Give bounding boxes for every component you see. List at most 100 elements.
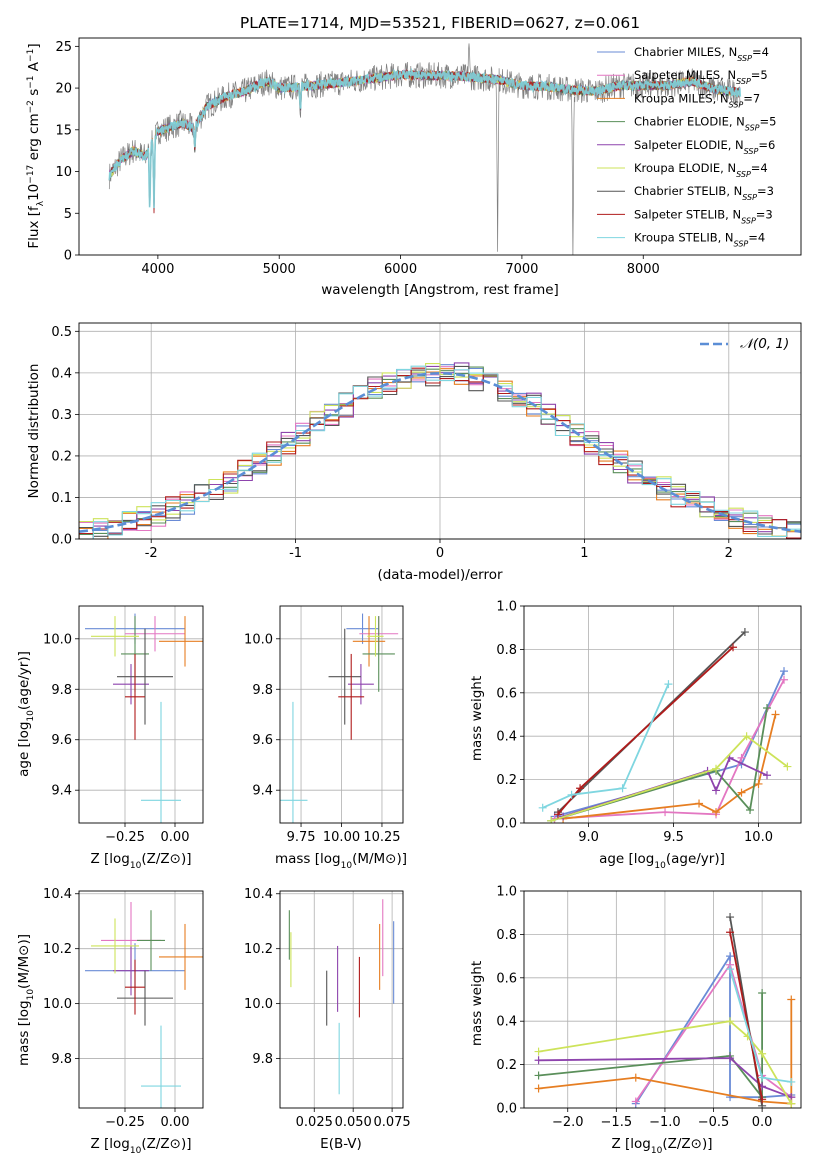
errorbar-point-chabrier-stelib <box>117 970 173 1026</box>
x-axis-label: age [log10(age/yr)] <box>599 851 725 871</box>
axes-frame <box>78 605 204 824</box>
y-tick-label: 10.0 <box>244 632 273 647</box>
y-axis-label: Normed distribution <box>26 364 42 499</box>
y-tick-label: 0.4 <box>496 1015 517 1030</box>
plot-area <box>108 43 742 255</box>
spectrum-legend: Chabrier MILES, NSSP=4 Salpeter MILES, NS… <box>597 45 776 248</box>
y-tick-label: 10.2 <box>244 942 273 957</box>
x-axis-label: Z [log10(Z/Z⊙)] <box>611 1136 712 1156</box>
weight-series-salpeter-stelib <box>553 643 738 819</box>
x-tick-label: 0.025 <box>296 1115 333 1130</box>
axes-frame <box>78 37 802 256</box>
plus-marker <box>547 816 556 823</box>
plus-marker <box>726 913 735 922</box>
plus-marker <box>763 703 772 712</box>
mass-weight-vs-age-panel: 9.0 9.5 10.0 0.0 0.2 0.4 0.6 0.8 1.0 mass weight a… <box>469 600 802 871</box>
x-tick-label: −1.0 <box>649 1115 681 1130</box>
y-tick-label: 9.8 <box>51 683 72 698</box>
axes-frame <box>523 605 802 824</box>
y-tick-label: 10.0 <box>43 632 72 647</box>
x-tick-label: 9.0 <box>578 830 599 845</box>
legend-entry: Kroupa MILES, NSSP=7 <box>634 91 760 109</box>
plus-marker <box>758 1049 767 1058</box>
y-tick-label: 9.6 <box>51 733 72 748</box>
errorbar-point-chabrier-elodie <box>362 616 395 692</box>
x-axis-label: wavelength [Angstrom, rest frame] <box>321 282 559 298</box>
plus-marker <box>631 1097 640 1106</box>
y-tick-label: 0.8 <box>496 928 517 943</box>
errorbar-point-chabrier-elodie <box>137 910 165 971</box>
legend-entry: Chabrier MILES, NSSP=4 <box>634 45 769 63</box>
x-tick-label: 0.00 <box>161 830 190 845</box>
y-tick-label: 0 <box>64 249 72 264</box>
weight-line <box>550 707 768 822</box>
y-tick-label: 10.2 <box>43 942 72 957</box>
errorbar-point-kroupa-stelib <box>141 701 181 823</box>
legend-entry: Kroupa ELODIE, NSSP=4 <box>634 161 768 179</box>
weight-line <box>542 683 670 809</box>
weight-line <box>554 679 785 820</box>
y-tick-label: 20 <box>55 82 72 97</box>
x-axis-label: mass [log10(M/M⊙)] <box>275 851 407 871</box>
x-tick-label: 10.0 <box>744 830 773 845</box>
x-tick-label: 2 <box>725 546 733 561</box>
spectrum-panel: 4000 5000 6000 7000 8000 0 5 10 15 20 25 wavelength… <box>26 37 802 298</box>
axes-frame <box>78 890 204 1109</box>
plus-marker <box>758 1095 767 1104</box>
plus-marker <box>763 771 772 780</box>
y-tick-label: 9.4 <box>252 784 273 799</box>
errorbar-point-chabrier-miles <box>346 613 379 644</box>
plus-marker <box>726 1054 735 1063</box>
legend-entry: Salpeter STELIB, NSSP=3 <box>634 207 773 225</box>
errorbar-point-salpeter-elodie <box>347 664 374 705</box>
errorbar-point-kroupa-elodie <box>91 918 139 974</box>
y-tick-label: 0.2 <box>51 449 72 464</box>
y-tick-label: 25 <box>55 40 72 55</box>
x-tick-label: 9.75 <box>287 830 316 845</box>
axes-frame <box>523 890 802 1109</box>
x-tick-label: 7000 <box>505 262 538 277</box>
x-tick-label: −0.25 <box>105 1115 145 1130</box>
age-vs-metallicity-panel: −0.25 0.00 9.4 9.6 9.8 10.0 Z [log10(Z/Z⊙)] age… <box>16 605 204 871</box>
errorbar-point-chabrier-stelib <box>117 628 173 725</box>
plus-marker <box>758 988 767 997</box>
errorbar-point-chabrier-stelib <box>328 628 361 725</box>
x-tick-label: 1 <box>580 546 588 561</box>
plus-marker <box>740 628 749 637</box>
plot-area <box>288 899 395 1095</box>
y-tick-label: 0.0 <box>51 533 72 548</box>
errorbar-point-salpeter-miles <box>125 616 185 652</box>
x-tick-label: 0.00 <box>161 1115 190 1130</box>
plus-marker <box>712 764 721 773</box>
y-axis-label: age [log10(age/yr)] <box>16 651 36 777</box>
plus-marker <box>576 784 585 793</box>
errorbar-point-salpeter-stelib <box>338 653 365 740</box>
y-tick-label: 0.6 <box>496 971 517 986</box>
plus-marker <box>534 1084 543 1093</box>
y-tick-label: 0.8 <box>496 643 517 658</box>
y-tick-label: 0.4 <box>496 730 517 745</box>
y-tick-label: 1.0 <box>496 600 517 615</box>
plus-marker <box>783 762 792 771</box>
plot-area <box>85 901 203 1108</box>
y-axis-label: mass weight <box>469 676 485 761</box>
y-tick-label: 0.5 <box>51 325 72 340</box>
plus-marker <box>787 1077 796 1086</box>
plus-marker <box>618 784 627 793</box>
y-tick-label: 0.4 <box>51 366 72 381</box>
y-axis-label: mass [log10(M/M⊙)] <box>16 934 36 1066</box>
y-tick-label: 10.4 <box>244 887 273 902</box>
weight-series-kroupa-elodie <box>547 732 792 823</box>
plus-marker <box>758 1073 767 1082</box>
plus-marker <box>726 965 735 974</box>
x-tick-label: -2 <box>145 546 158 561</box>
errorbar-point-salpeter-stelib <box>125 959 145 1015</box>
plus-marker <box>726 1093 735 1102</box>
legend-entry: Salpeter ELODIE, NSSP=6 <box>634 138 775 156</box>
mass-vs-metallicity-panel: −0.25 0.00 9.8 10.0 10.2 10.4 Z [log10(Z/Z⊙)] m… <box>16 887 204 1156</box>
plus-marker <box>780 667 789 676</box>
legend-entry: Chabrier ELODIE, NSSP=5 <box>634 115 776 133</box>
x-tick-label: 6000 <box>384 262 417 277</box>
y-tick-label: 9.8 <box>51 1052 72 1067</box>
plus-marker <box>726 952 735 961</box>
